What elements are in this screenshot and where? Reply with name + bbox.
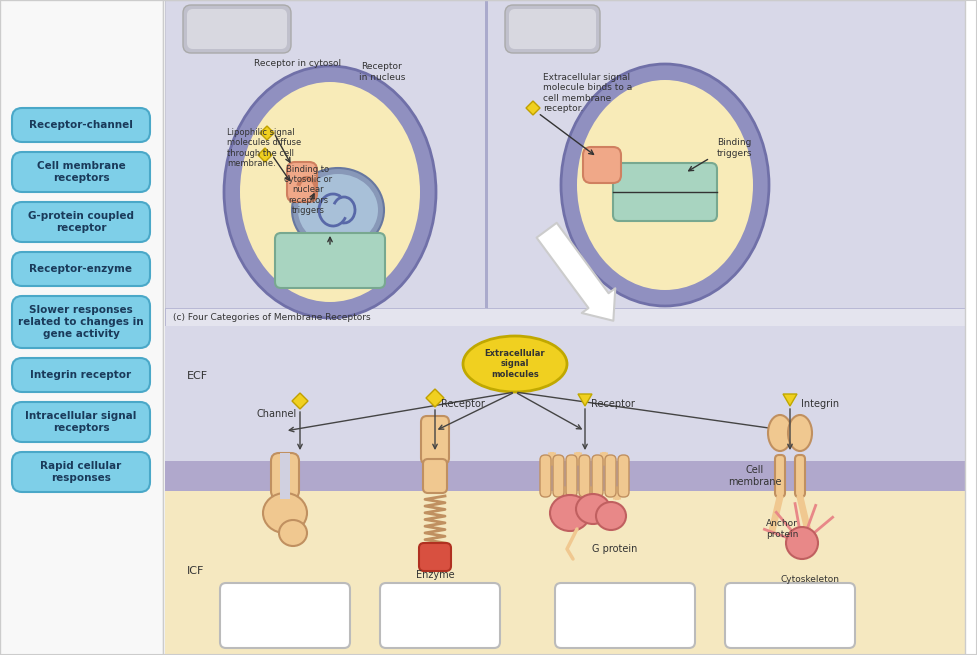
FancyBboxPatch shape bbox=[505, 5, 600, 53]
Text: Receptor-enzyme: Receptor-enzyme bbox=[29, 264, 133, 274]
Text: G-protein coupled
receptor: G-protein coupled receptor bbox=[28, 211, 134, 233]
Ellipse shape bbox=[577, 80, 753, 290]
Ellipse shape bbox=[240, 82, 420, 302]
FancyBboxPatch shape bbox=[553, 455, 564, 497]
Polygon shape bbox=[526, 101, 540, 115]
FancyBboxPatch shape bbox=[421, 416, 449, 464]
Text: Integrin receptor: Integrin receptor bbox=[30, 370, 132, 380]
Bar bbox=[485, 0, 488, 308]
FancyBboxPatch shape bbox=[592, 455, 603, 497]
FancyBboxPatch shape bbox=[12, 452, 150, 492]
FancyBboxPatch shape bbox=[12, 202, 150, 242]
Text: Cell
membrane: Cell membrane bbox=[728, 465, 782, 487]
Text: Receptor-channel: Receptor-channel bbox=[29, 120, 133, 130]
Ellipse shape bbox=[550, 495, 590, 531]
Polygon shape bbox=[426, 389, 444, 407]
Text: Integrin: Integrin bbox=[801, 399, 839, 409]
FancyBboxPatch shape bbox=[287, 162, 317, 202]
FancyBboxPatch shape bbox=[275, 233, 385, 288]
FancyBboxPatch shape bbox=[579, 455, 590, 497]
Text: Intracellular signal
receptors: Intracellular signal receptors bbox=[25, 411, 137, 433]
Ellipse shape bbox=[788, 415, 812, 451]
Bar bbox=[165, 308, 965, 326]
Bar bbox=[165, 0, 965, 655]
Text: Binding to
cytosolic or
nuclear
receptors
triggers: Binding to cytosolic or nuclear receptor… bbox=[284, 164, 332, 215]
FancyBboxPatch shape bbox=[12, 402, 150, 442]
Text: ICF: ICF bbox=[187, 566, 204, 576]
Ellipse shape bbox=[768, 415, 792, 451]
Bar bbox=[165, 326, 965, 461]
Ellipse shape bbox=[463, 336, 567, 392]
Ellipse shape bbox=[298, 174, 378, 246]
FancyBboxPatch shape bbox=[220, 583, 350, 648]
FancyBboxPatch shape bbox=[618, 455, 629, 497]
FancyBboxPatch shape bbox=[423, 459, 447, 493]
FancyBboxPatch shape bbox=[566, 455, 577, 497]
Bar bbox=[795, 455, 805, 497]
Text: ECF: ECF bbox=[187, 371, 208, 381]
Ellipse shape bbox=[279, 520, 307, 546]
Ellipse shape bbox=[263, 493, 307, 533]
Polygon shape bbox=[258, 148, 272, 162]
FancyBboxPatch shape bbox=[583, 147, 621, 183]
Text: Receptor in cytosol: Receptor in cytosol bbox=[254, 58, 342, 67]
Ellipse shape bbox=[576, 494, 610, 524]
Ellipse shape bbox=[561, 64, 769, 306]
Text: Extracellular signal
molecule binds to a
cell membrane
receptor.: Extracellular signal molecule binds to a… bbox=[543, 73, 632, 113]
FancyBboxPatch shape bbox=[12, 108, 150, 142]
Bar bbox=[280, 453, 290, 499]
Text: Anchor
protein: Anchor protein bbox=[766, 519, 798, 538]
Text: Lipophilic signal
molecules diffuse
through the cell
membrane.: Lipophilic signal molecules diffuse thro… bbox=[227, 128, 301, 168]
Text: (c) Four Categories of Membrane Receptors: (c) Four Categories of Membrane Receptor… bbox=[173, 312, 370, 322]
FancyBboxPatch shape bbox=[271, 453, 299, 499]
Bar bbox=[165, 461, 965, 491]
Text: Extracellular
signal
molecules: Extracellular signal molecules bbox=[485, 349, 545, 379]
FancyBboxPatch shape bbox=[187, 9, 287, 49]
FancyBboxPatch shape bbox=[419, 543, 451, 571]
FancyBboxPatch shape bbox=[12, 358, 150, 392]
Text: Cell membrane
receptors: Cell membrane receptors bbox=[36, 161, 125, 183]
Text: Receptor
in nucleus: Receptor in nucleus bbox=[359, 62, 405, 82]
FancyBboxPatch shape bbox=[613, 163, 717, 221]
Text: Binding
triggers: Binding triggers bbox=[717, 138, 752, 158]
FancyBboxPatch shape bbox=[775, 455, 785, 497]
Polygon shape bbox=[578, 394, 592, 406]
FancyBboxPatch shape bbox=[795, 455, 805, 497]
FancyBboxPatch shape bbox=[605, 455, 616, 497]
Text: Receptor: Receptor bbox=[441, 399, 485, 409]
Text: Cytoskeleton: Cytoskeleton bbox=[781, 574, 839, 584]
FancyBboxPatch shape bbox=[540, 455, 551, 497]
FancyArrowPatch shape bbox=[536, 223, 616, 321]
Bar bbox=[165, 491, 965, 655]
Bar bbox=[163, 0, 965, 655]
Polygon shape bbox=[783, 394, 797, 406]
Text: Channel: Channel bbox=[257, 409, 297, 419]
Text: Rapid cellular
responses: Rapid cellular responses bbox=[40, 461, 121, 483]
FancyBboxPatch shape bbox=[725, 583, 855, 648]
Polygon shape bbox=[260, 126, 274, 140]
FancyBboxPatch shape bbox=[12, 296, 150, 348]
Bar bbox=[0, 0, 163, 655]
FancyBboxPatch shape bbox=[12, 252, 150, 286]
Ellipse shape bbox=[596, 502, 626, 530]
FancyBboxPatch shape bbox=[555, 583, 695, 648]
Ellipse shape bbox=[224, 66, 436, 318]
FancyBboxPatch shape bbox=[183, 5, 291, 53]
Circle shape bbox=[786, 527, 818, 559]
Ellipse shape bbox=[292, 168, 384, 252]
Polygon shape bbox=[292, 393, 308, 409]
Text: Slower responses
related to changes in
gene activity: Slower responses related to changes in g… bbox=[19, 305, 144, 339]
FancyBboxPatch shape bbox=[12, 152, 150, 192]
Text: Enzyme: Enzyme bbox=[415, 570, 454, 580]
Text: Receptor: Receptor bbox=[591, 399, 635, 409]
FancyBboxPatch shape bbox=[509, 9, 596, 49]
FancyBboxPatch shape bbox=[380, 583, 500, 648]
Bar bbox=[0, 0, 163, 655]
Text: G protein: G protein bbox=[592, 544, 638, 554]
Bar bbox=[775, 455, 785, 497]
